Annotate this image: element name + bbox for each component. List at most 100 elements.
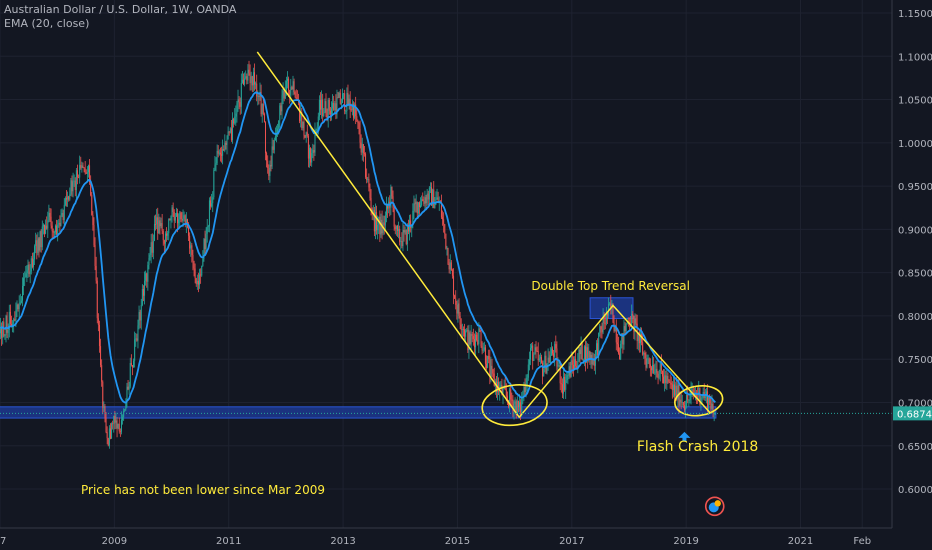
candle-body — [632, 313, 634, 316]
candle-body — [373, 209, 375, 232]
candle-body — [152, 240, 154, 253]
event-marker[interactable] — [704, 496, 725, 517]
candle-body — [442, 217, 444, 220]
candle-body — [291, 87, 293, 90]
candle-body — [45, 225, 47, 234]
candle-body — [471, 334, 473, 336]
candle-body — [262, 104, 264, 114]
annotation-label[interactable]: Price has not been lower since Mar 2009 — [81, 483, 325, 497]
indicator-label[interactable]: EMA (20, close) — [4, 17, 90, 30]
candle-body — [666, 375, 668, 384]
candle-body — [380, 219, 382, 235]
candle-body — [549, 355, 551, 363]
candle-body — [272, 146, 274, 150]
candle-body — [668, 379, 670, 382]
candle-body — [216, 150, 218, 164]
candle-body — [593, 359, 595, 366]
candle-body — [208, 200, 210, 227]
candle-body — [103, 406, 105, 408]
candle-body — [681, 402, 683, 403]
candle-body — [56, 225, 58, 235]
candle-body — [21, 285, 23, 301]
candle-body — [396, 225, 398, 231]
candle-body — [40, 231, 42, 248]
candle-body — [617, 344, 619, 354]
candle-body — [665, 375, 667, 384]
candle-body — [577, 361, 579, 369]
candle-body — [676, 385, 678, 400]
candle-body — [27, 264, 29, 271]
candle-body — [370, 198, 372, 209]
candle-body — [122, 417, 124, 421]
candle-body — [434, 203, 436, 209]
candle-body — [282, 90, 284, 96]
candle-body — [387, 205, 389, 209]
highlight-ellipse[interactable] — [480, 381, 550, 430]
y-tick-label: 1.15000 — [898, 9, 932, 20]
x-tick-label: 2015 — [445, 536, 470, 547]
annotation-label[interactable]: Flash Crash 2018 — [637, 439, 759, 455]
candle-body — [181, 219, 183, 221]
trend-line[interactable] — [256, 51, 711, 419]
candle-body — [105, 417, 107, 432]
candle-body — [367, 179, 369, 180]
candle-body — [403, 229, 405, 233]
ema-line[interactable] — [0, 91, 716, 404]
candle-body — [228, 131, 230, 133]
candle-body — [571, 360, 573, 365]
candle-body — [502, 388, 504, 396]
candle-body — [369, 187, 371, 199]
candle-body — [306, 132, 308, 136]
candle-body — [660, 362, 662, 371]
candle-body — [90, 182, 92, 196]
candle-body — [707, 391, 709, 409]
candle-body — [653, 364, 655, 374]
candle-body — [232, 118, 234, 141]
candle-body — [247, 69, 249, 81]
candle-body — [285, 80, 287, 90]
last-price-badge[interactable] — [893, 406, 932, 421]
candle-body — [308, 148, 310, 159]
candle-body — [514, 401, 516, 404]
candle-body — [492, 369, 494, 374]
candle-body — [455, 298, 457, 305]
candle-body — [639, 334, 641, 344]
candle-body — [546, 363, 548, 374]
candle-body — [545, 355, 547, 374]
candle-body — [368, 179, 370, 188]
candle-body — [265, 122, 267, 153]
event-marker-ring[interactable] — [704, 496, 725, 517]
candle-body — [195, 278, 197, 285]
candle-body — [448, 264, 450, 270]
candle-body — [323, 112, 325, 116]
candle-body — [75, 170, 77, 190]
candle-body — [566, 375, 568, 381]
up-arrow-shaft — [682, 436, 687, 442]
symbol-title[interactable]: Australian Dollar / U.S. Dollar, 1W, OAN… — [4, 3, 237, 16]
annotation-label[interactable]: Double Top Trend Reversal — [531, 279, 690, 293]
candle-body — [643, 352, 645, 355]
candle-body — [352, 104, 354, 118]
candle-body — [279, 105, 281, 121]
candle-body — [229, 128, 231, 133]
candle-body — [240, 82, 242, 107]
candle-body — [283, 90, 285, 99]
candle-body — [322, 99, 324, 116]
candle-body — [558, 365, 560, 366]
candle-body — [351, 104, 353, 111]
event-marker-dot[interactable] — [714, 500, 721, 507]
highlight-ellipse[interactable] — [673, 383, 725, 419]
candle-body — [271, 146, 273, 167]
candle-body — [258, 96, 260, 97]
candle-body — [96, 280, 98, 319]
support-zone[interactable] — [0, 406, 717, 419]
candle-body — [212, 197, 214, 204]
candle-body — [295, 97, 297, 99]
candle-body — [31, 258, 33, 267]
candle-body — [431, 187, 433, 206]
candle-body — [147, 265, 149, 282]
candle-body — [402, 229, 404, 247]
